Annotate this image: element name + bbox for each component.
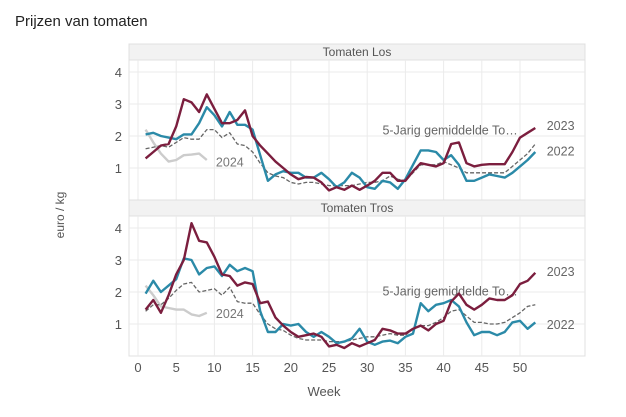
series-label-2023: 2023 (547, 265, 575, 279)
x-tick-label: 10 (207, 360, 221, 375)
panel-title: Tomaten Tros (321, 201, 394, 215)
y-tick-label: 1 (115, 317, 122, 332)
series-line-2023 (144, 93, 536, 192)
x-tick-label: 15 (245, 360, 259, 375)
series-line-2022 (145, 105, 537, 191)
series-line-2024 (144, 284, 208, 318)
series-label-2022: 2022 (547, 144, 575, 158)
series-label-2023: 2023 (547, 119, 575, 133)
series-line-2022 (144, 257, 537, 346)
panel-tomaten-los: Tomaten Los 1 2 3 4 2024 5-Jarig gemiddelde To… (115, 43, 586, 201)
x-tick-label: 0 (134, 360, 141, 375)
series-label-2024: 2024 (216, 307, 244, 321)
x-tick-label: 25 (322, 360, 336, 375)
series-line-2023 (144, 221, 537, 350)
panel-title: Tomaten Los (323, 45, 392, 59)
x-tick-label: 5 (173, 360, 180, 375)
x-axis-label: Week (308, 384, 341, 399)
y-tick-label: 1 (115, 161, 122, 176)
series-label-2022: 2022 (547, 318, 575, 332)
series-line-2024 (144, 128, 208, 163)
y-tick-label: 4 (115, 221, 122, 236)
series-label-avg: 5-Jarig gemiddelde To… (382, 124, 517, 138)
x-tick-label: 50 (513, 360, 527, 375)
series-line-avg (145, 281, 536, 343)
x-tick-label: 40 (436, 360, 450, 375)
series-label-avg: 5-Jarig gemiddelde To… (382, 284, 517, 298)
y-tick-label: 2 (115, 129, 122, 144)
x-tick-label: 35 (398, 360, 412, 375)
chart-title: Prijzen van tomaten (15, 13, 148, 30)
y-axis-label: euro / kg (53, 192, 67, 239)
x-tick-label: 20 (284, 360, 298, 375)
series-label-2024: 2024 (216, 156, 244, 170)
y-tick-label: 3 (115, 253, 122, 268)
y-tick-label: 4 (115, 65, 122, 80)
x-tick-label: 45 (475, 360, 489, 375)
y-tick-label: 3 (115, 97, 122, 112)
x-tick-label: 30 (360, 360, 374, 375)
y-tick-label: 2 (115, 285, 122, 300)
